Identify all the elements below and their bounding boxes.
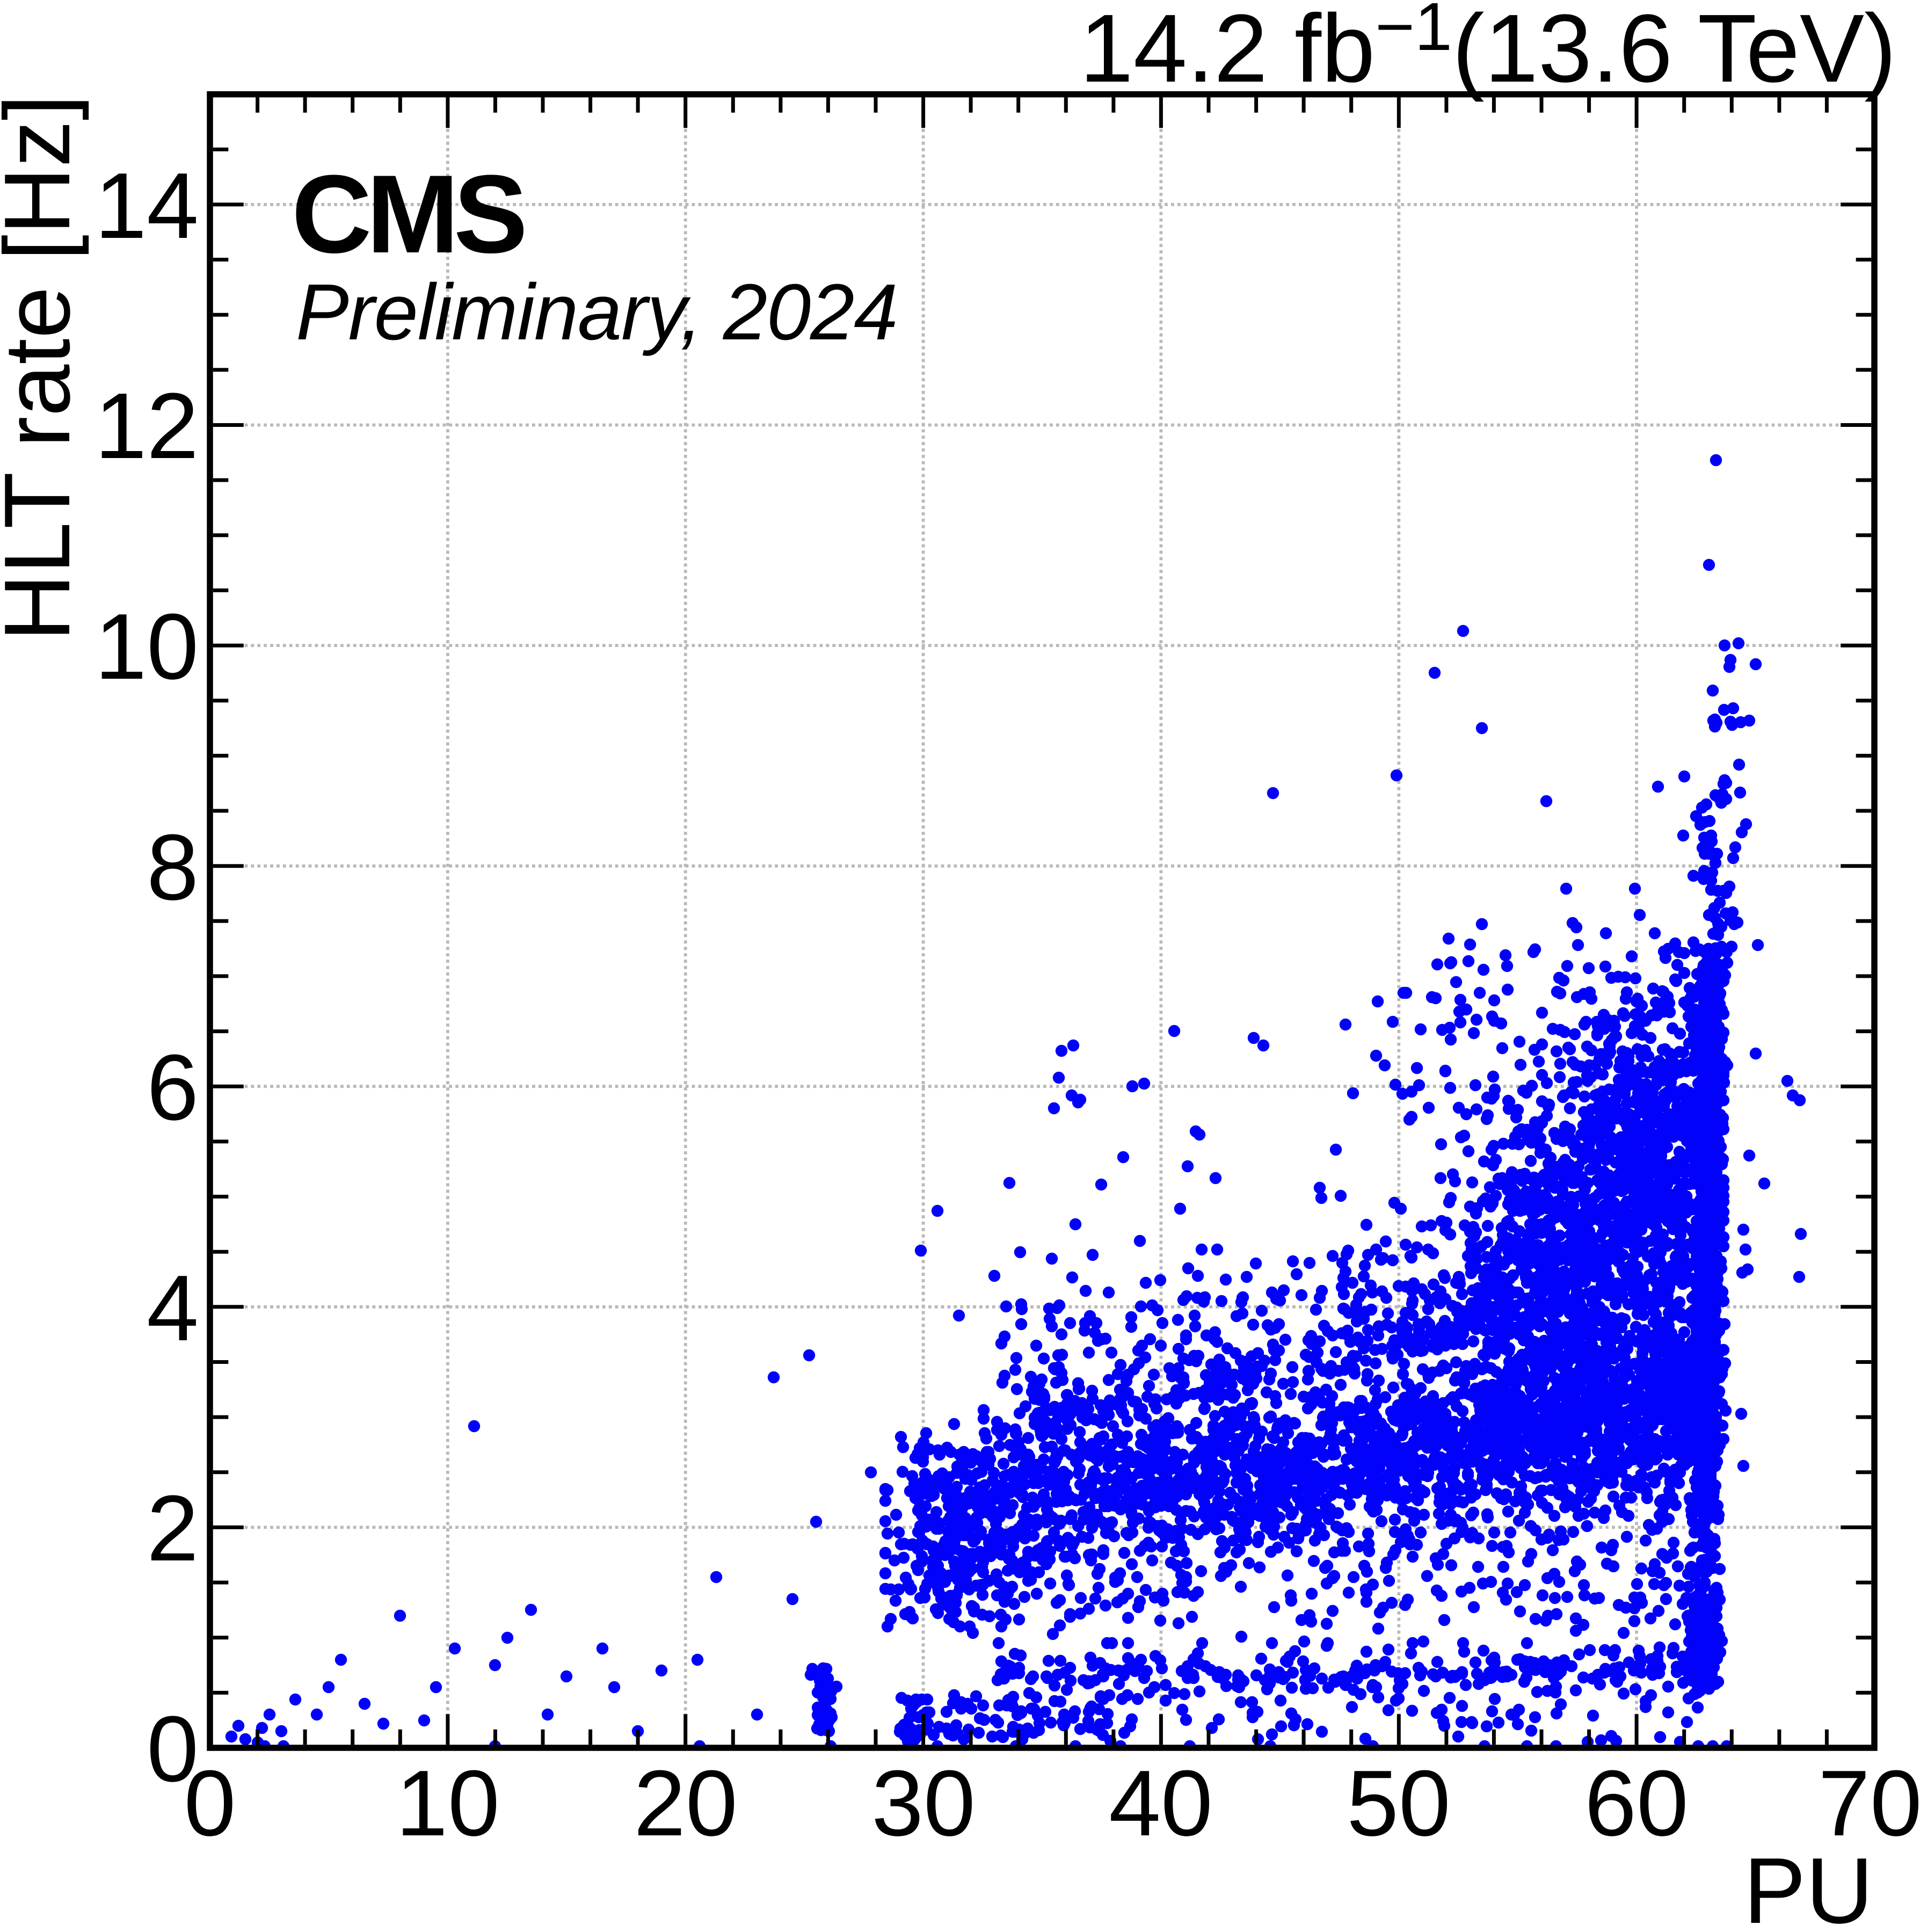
svg-text:20: 20 [634,1751,738,1855]
svg-text:10: 10 [396,1751,500,1855]
svg-text:70: 70 [1818,1751,1920,1855]
svg-text:10: 10 [94,594,199,699]
svg-text:12: 12 [94,373,199,478]
svg-text:HLT rate [Hz]: HLT rate [Hz] [0,95,89,642]
svg-text:4: 4 [147,1255,199,1360]
svg-text:Preliminary, 2024: Preliminary, 2024 [296,268,897,357]
svg-text:14.2 fb−1(13.6 TeV): 14.2 fb−1(13.6 TeV) [1080,0,1896,103]
svg-text:40: 40 [1109,1751,1213,1855]
svg-text:8: 8 [147,815,199,919]
svg-text:14: 14 [94,153,199,258]
svg-text:2: 2 [147,1476,199,1580]
svg-text:60: 60 [1584,1751,1689,1855]
svg-text:CMS: CMS [292,152,523,276]
svg-text:50: 50 [1347,1751,1451,1855]
svg-text:30: 30 [871,1751,976,1855]
svg-text:6: 6 [147,1035,199,1139]
svg-text:0: 0 [147,1696,199,1801]
svg-text:PU: PU [1743,1838,1873,1932]
svg-text:0: 0 [184,1751,236,1855]
